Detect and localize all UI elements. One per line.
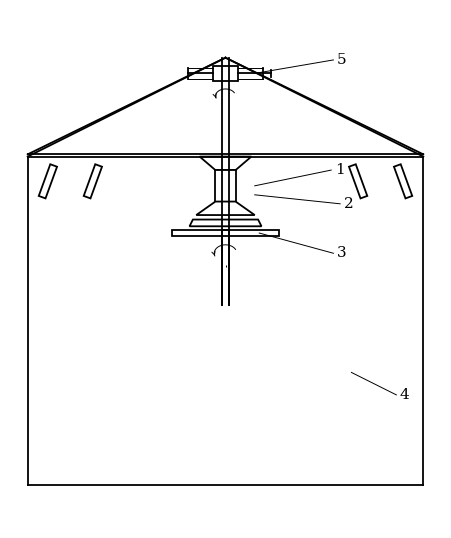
Polygon shape (189, 220, 262, 226)
Polygon shape (349, 164, 367, 199)
Text: 5: 5 (337, 53, 347, 67)
Text: 3: 3 (337, 246, 347, 260)
Text: 4: 4 (400, 388, 410, 402)
Polygon shape (196, 202, 255, 215)
Bar (171, 230, 280, 236)
Text: 1: 1 (335, 163, 345, 177)
Polygon shape (39, 164, 57, 199)
Polygon shape (84, 164, 102, 199)
Text: 2: 2 (344, 197, 354, 211)
Polygon shape (394, 164, 412, 199)
Bar (216, 170, 235, 202)
Polygon shape (200, 157, 251, 170)
Bar (213, 66, 238, 81)
